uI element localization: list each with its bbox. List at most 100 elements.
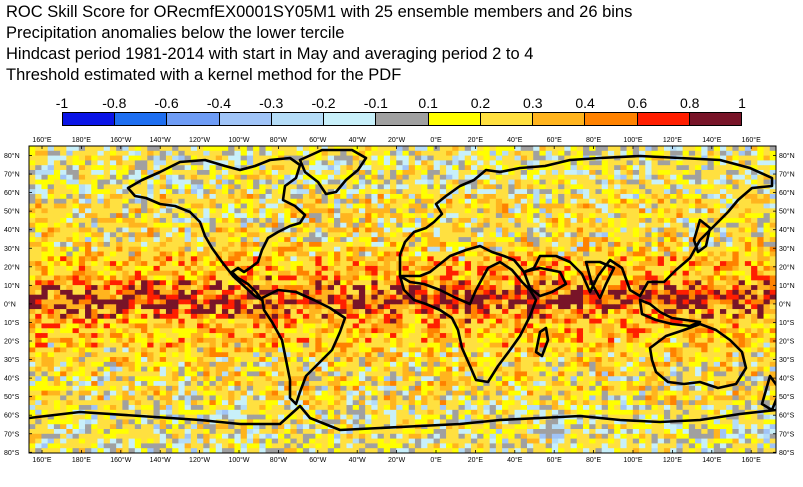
skill-cell xyxy=(632,328,640,334)
skill-cell xyxy=(134,198,142,204)
skill-cell xyxy=(446,265,453,272)
skill-cell xyxy=(197,318,204,324)
skill-cell xyxy=(47,174,55,180)
skill-cell xyxy=(763,256,771,262)
skill-cell xyxy=(296,294,304,300)
skill-cell xyxy=(190,265,198,272)
skill-cell xyxy=(265,318,273,324)
skill-cell xyxy=(452,241,459,248)
skill-cell xyxy=(377,198,385,204)
skill-cell xyxy=(489,289,497,296)
skill-cell xyxy=(172,342,179,348)
skill-cell xyxy=(315,155,322,161)
skill-cell xyxy=(29,222,36,228)
skill-cell xyxy=(751,165,758,171)
skill-cell xyxy=(639,337,646,344)
skill-cell xyxy=(221,313,229,320)
skill-cell xyxy=(751,337,758,344)
skill-cell xyxy=(290,169,298,176)
skill-cell xyxy=(663,150,671,156)
skill-cell xyxy=(141,165,148,171)
skill-cell xyxy=(564,217,571,224)
skill-cell xyxy=(421,299,428,305)
skill-cell xyxy=(477,193,484,200)
skill-cell xyxy=(265,309,273,315)
skill-cell xyxy=(408,285,416,291)
skill-cell xyxy=(744,184,752,190)
skill-cell xyxy=(769,270,776,276)
skill-cell xyxy=(452,208,459,214)
skill-cell xyxy=(439,318,447,324)
skill-cell xyxy=(122,323,129,329)
skill-cell xyxy=(66,299,73,305)
skill-cell xyxy=(595,280,603,286)
skill-cell xyxy=(707,160,715,166)
skill-cell xyxy=(695,261,702,267)
skill-cell xyxy=(153,227,161,233)
skill-cell xyxy=(626,289,634,296)
skill-cell xyxy=(607,146,615,152)
skill-cell xyxy=(178,227,185,233)
skill-cell xyxy=(508,227,515,233)
skill-cell xyxy=(620,289,627,296)
skill-cell xyxy=(134,155,142,161)
skill-cell xyxy=(645,169,652,176)
skill-cell xyxy=(396,328,403,334)
skill-cell xyxy=(309,304,316,310)
skill-cell xyxy=(159,217,167,224)
skill-cell xyxy=(520,203,528,209)
skill-cell xyxy=(676,222,683,228)
skill-cell xyxy=(159,237,167,243)
skill-cell xyxy=(284,150,291,156)
skill-cell xyxy=(47,150,55,156)
skill-cell xyxy=(327,251,335,257)
skill-cell xyxy=(53,304,61,310)
skill-cell xyxy=(495,217,503,224)
skill-cell xyxy=(165,337,173,344)
skill-cell xyxy=(589,217,596,224)
skill-cell xyxy=(203,280,210,286)
skill-cell xyxy=(533,251,540,257)
skill-cell xyxy=(701,227,708,233)
skill-cell xyxy=(165,328,173,334)
skill-cell xyxy=(464,213,472,219)
skill-cell xyxy=(240,155,248,161)
skill-cell xyxy=(147,213,154,219)
skill-cell xyxy=(477,179,484,185)
skill-cell xyxy=(607,318,615,324)
skill-cell xyxy=(719,275,727,281)
skill-cell xyxy=(240,193,248,200)
skill-cell xyxy=(358,198,366,204)
skill-cell xyxy=(390,285,397,291)
skill-cell xyxy=(327,208,335,214)
skill-cell xyxy=(682,184,690,190)
skill-cell xyxy=(470,241,478,248)
skill-cell xyxy=(688,309,696,315)
skill-cell xyxy=(209,241,217,248)
skill-cell xyxy=(558,150,565,156)
skill-cell xyxy=(203,261,210,267)
skill-cell xyxy=(153,270,161,276)
skill-cell xyxy=(688,146,696,152)
skill-cell xyxy=(502,256,509,262)
skill-cell xyxy=(583,328,590,334)
skill-cell xyxy=(763,241,771,248)
skill-cell xyxy=(209,203,217,209)
skill-cell xyxy=(508,280,515,286)
skill-cell xyxy=(377,323,385,329)
skill-cell xyxy=(645,222,652,228)
skill-cell xyxy=(215,213,223,219)
skill-cell xyxy=(682,150,690,156)
skill-cell xyxy=(371,333,378,339)
skill-cell xyxy=(66,208,73,214)
skill-cell xyxy=(128,337,136,344)
skill-cell xyxy=(41,169,49,176)
skill-cell xyxy=(551,304,559,310)
skill-cell xyxy=(209,337,217,344)
skill-cell xyxy=(744,328,752,334)
skill-cell xyxy=(564,203,571,209)
skill-cell xyxy=(165,232,173,238)
skill-cell xyxy=(284,299,291,305)
skill-cell xyxy=(514,323,522,329)
skill-cell xyxy=(427,227,434,233)
